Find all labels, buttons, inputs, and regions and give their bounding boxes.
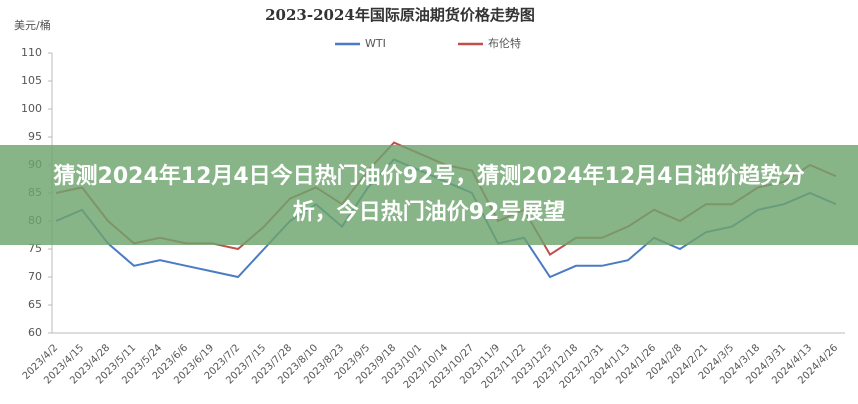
chart-title: 2023-2024年国际原油期货价格走势图 [265,6,535,24]
y-axis-label: 美元/桶 [14,18,51,32]
y-tick-label: 65 [28,298,42,311]
y-tick-label: 110 [21,46,42,59]
y-tick-label: 95 [28,130,42,143]
headline-banner: 猜测2024年12月4日今日热门油价92号，猜测2024年12月4日油价趋势分析… [0,145,858,245]
y-tick-label: 60 [28,326,42,339]
headline: 猜测2024年12月4日今日热门油价92号，猜测2024年12月4日油价趋势分析… [53,164,805,225]
y-tick-label: 105 [21,74,42,87]
y-tick-label: 100 [21,102,42,115]
legend-label: WTI [365,37,386,50]
y-tick-label: 70 [28,270,42,283]
y-tick-label: 75 [28,242,42,255]
legend-label: 布伦特 [488,36,521,50]
